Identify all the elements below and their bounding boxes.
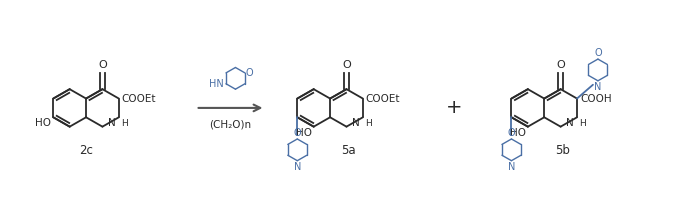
- Text: HO: HO: [510, 128, 526, 138]
- Text: O: O: [556, 60, 565, 70]
- Text: O: O: [294, 128, 301, 138]
- Text: N: N: [294, 162, 301, 172]
- Text: O: O: [507, 128, 515, 138]
- Text: COOH: COOH: [580, 94, 612, 104]
- Text: N: N: [352, 118, 360, 128]
- Text: O: O: [246, 68, 254, 78]
- Text: HO: HO: [35, 118, 51, 128]
- Text: COOEt: COOEt: [366, 94, 401, 104]
- Text: COOEt: COOEt: [122, 94, 157, 104]
- Text: N: N: [594, 82, 602, 92]
- Text: O: O: [594, 48, 602, 58]
- Text: HN: HN: [209, 79, 224, 89]
- Text: 5b: 5b: [555, 144, 570, 157]
- Text: H: H: [579, 119, 586, 128]
- Text: N: N: [108, 118, 116, 128]
- Text: +: +: [447, 98, 463, 118]
- Text: HO: HO: [296, 128, 312, 138]
- Text: N: N: [566, 118, 574, 128]
- Text: 5a: 5a: [340, 144, 355, 157]
- Text: 2c: 2c: [79, 144, 93, 157]
- Text: N: N: [507, 162, 515, 172]
- Text: H: H: [121, 119, 128, 128]
- Text: O: O: [98, 60, 107, 70]
- Text: (CH₂O)n: (CH₂O)n: [210, 120, 252, 130]
- Text: H: H: [365, 119, 372, 128]
- Text: O: O: [342, 60, 351, 70]
